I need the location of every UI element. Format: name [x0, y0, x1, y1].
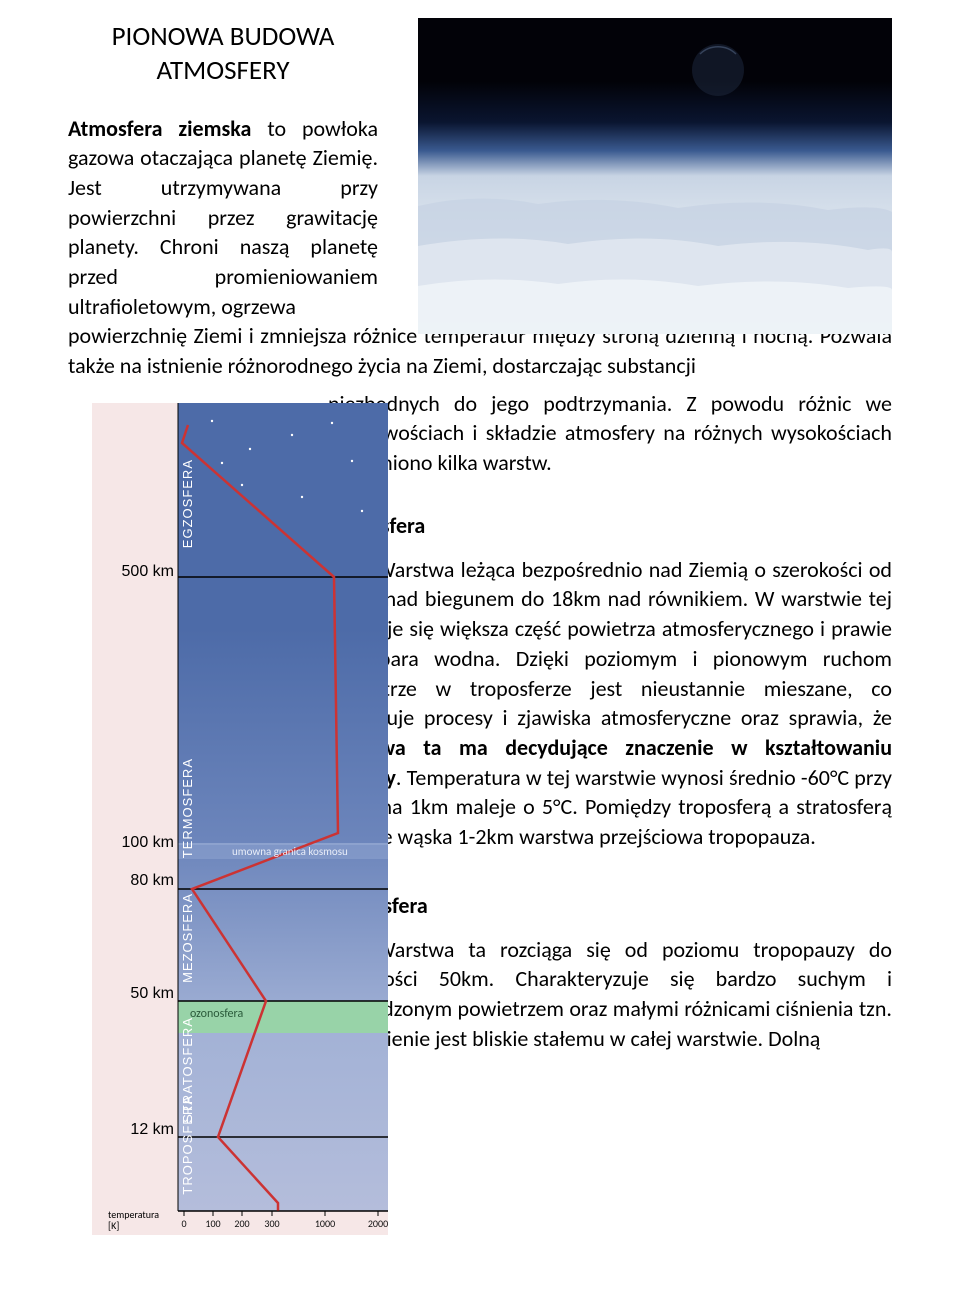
diagram-y-label: 50 km [130, 985, 174, 1003]
stratosfera-paragraph: Warstwa ta rozciąga się od poziomu tropo… [328, 935, 892, 1054]
svg-text:ozonosfera: ozonosfera [190, 1007, 243, 1021]
diagram-x-axis-label: temperatura[K] [108, 1209, 159, 1231]
diagram-y-label: 500 km [122, 563, 174, 581]
svg-text:2000: 2000 [368, 1217, 388, 1230]
diagram-layer-label: EGZOSFERA [180, 459, 195, 548]
diagram-layer-label: MEZOSFERA [180, 893, 195, 983]
stratosfera-heading: Stratosfera [328, 892, 892, 919]
atmosphere-photo [418, 18, 892, 334]
svg-text:0: 0 [181, 1217, 186, 1230]
intro-bold-lead: Atmosfera ziemska [68, 115, 251, 142]
atmosphere-layers-diagram: 0 100 200 300 1000 2000 umowna granica kosmosu… [92, 403, 388, 1235]
troposfera-heading: Troposfera [328, 512, 892, 539]
diagram-layer-label: TROPOSFERA [180, 1095, 195, 1195]
troposfera-para-pre: Warstwa leżąca bezpośrednio nad Ziemią o… [328, 556, 892, 731]
diagram-layer-label: TERMOSFERA [180, 758, 195, 858]
diagram-y-label: 12 km [130, 1121, 174, 1139]
svg-text:1000: 1000 [315, 1217, 335, 1230]
svg-text:200: 200 [234, 1217, 249, 1230]
svg-text:300: 300 [264, 1217, 279, 1230]
svg-text:100: 100 [205, 1217, 220, 1230]
intro-text-3: niezbędnych do jego podtrzymania. Z powo… [328, 389, 892, 478]
troposfera-para-post: . Temperatura w tej warstwie wynosi śred… [328, 764, 892, 850]
diagram-y-label: 80 km [130, 872, 174, 890]
page-title: PIONOWA BUDOWA ATMOSFERY [78, 20, 368, 88]
svg-text:umowna granica kosmosu: umowna granica kosmosu [232, 845, 348, 858]
diagram-y-label: 100 km [122, 834, 174, 852]
troposfera-paragraph: Warstwa leżąca bezpośrednio nad Ziemią o… [328, 555, 892, 852]
intro-text-1: to powłoka gazowa otaczająca planetę Zie… [68, 115, 378, 320]
